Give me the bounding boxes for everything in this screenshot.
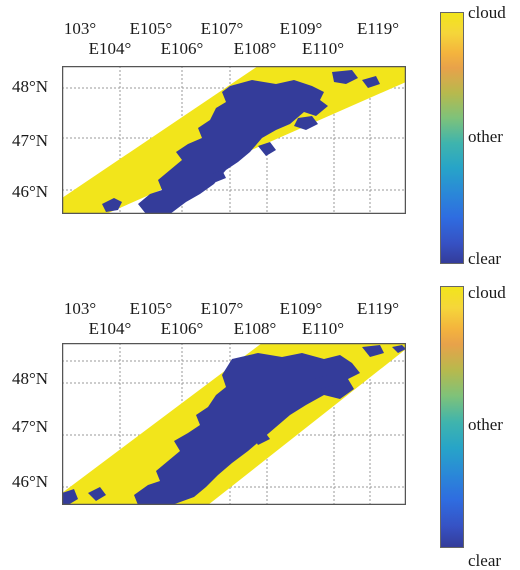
x-tick-e119: E119° [356, 19, 400, 38]
x-tick-e119: E119° [356, 299, 400, 318]
x-tick-e107: E107° [200, 299, 244, 318]
x-tick-103: 103° [63, 299, 97, 318]
colorbar-bottom [440, 286, 464, 548]
colorbar-gradient-top [441, 13, 463, 263]
x-tick-e106: E106° [160, 39, 204, 58]
y-tick-48n: 48°N [12, 369, 49, 388]
map-frame-bottom [62, 343, 406, 505]
colorbar-label-clear: clear [468, 249, 502, 268]
x-tick-e106: E106° [160, 319, 204, 338]
colorbar-label-cloud: cloud [468, 283, 506, 302]
clear-sky-bottom [62, 345, 406, 505]
map-plot-bottom [62, 343, 406, 505]
map-frame-top [62, 66, 406, 214]
x-tick-e110: E110° [301, 39, 345, 58]
clear-sky-top [102, 70, 380, 214]
cloud-mask-map-bottom [62, 343, 406, 505]
colorbar-label-clear: clear [468, 551, 502, 570]
colorbar-label-other: other [468, 127, 503, 146]
x-tick-e107: E107° [200, 19, 244, 38]
x-tick-e110: E110° [301, 319, 345, 338]
map-panel-bottom: 103° E105° E107° E109° E119° E104° E106°… [0, 284, 520, 569]
y-tick-46n: 46°N [12, 472, 49, 491]
map-plot-top [62, 66, 406, 214]
y-tick-47n: 47°N [12, 417, 49, 436]
cloud-mask-map-top [62, 66, 406, 214]
y-tick-48n: 48°N [12, 77, 49, 96]
x-tick-e104: E104° [88, 39, 132, 58]
x-tick-e108: E108° [233, 39, 277, 58]
x-tick-e105: E105° [129, 299, 173, 318]
x-tick-103: 103° [63, 19, 97, 38]
colorbar-label-other: other [468, 415, 503, 434]
x-tick-e109: E109° [279, 19, 323, 38]
x-tick-e109: E109° [279, 299, 323, 318]
y-tick-46n: 46°N [12, 182, 49, 201]
x-tick-e105: E105° [129, 19, 173, 38]
map-panel-top: 103° E105° E107° E109° E119° E104° E106°… [0, 0, 520, 284]
colorbar-top [440, 12, 464, 264]
x-tick-e104: E104° [88, 319, 132, 338]
colorbar-gradient-bottom [441, 287, 463, 547]
y-tick-47n: 47°N [12, 131, 49, 150]
colorbar-label-cloud: cloud [468, 3, 506, 22]
x-tick-e108: E108° [233, 319, 277, 338]
